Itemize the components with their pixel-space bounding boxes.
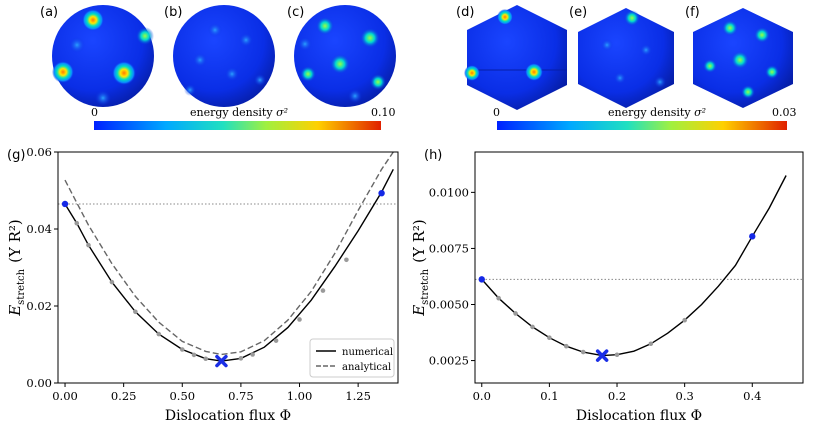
colorbar-right-title: energy density σ² [608,106,706,119]
x-axis-label: Dislocation flux Φ [576,408,702,424]
sample-point [191,352,197,358]
chart-g: 0.00 0.25 0.50 0.75 1.00 1.25 0.00 0.02 0.04 0.06… [6,145,399,424]
sample-point [547,335,552,340]
colorbar-right [497,121,787,130]
x-tick-label: 1.00 [287,389,313,403]
y-tick-label: 0.0050 [429,298,469,312]
sample-point [648,341,654,347]
x-tick-label: 0.2 [608,389,626,403]
colorbar-left-min: 0 [91,106,98,119]
panel-label-a: (a) [40,5,59,20]
x-axis-label: Dislocation flux Φ [165,408,291,424]
series-line-numerical [481,175,787,357]
colorbar-left [94,121,381,130]
x-tick-label: 0.00 [52,389,78,403]
y-tick-label: 0.02 [26,299,52,313]
panel-label-e: (e) [569,5,588,20]
y-tick-label: 0.0025 [429,354,469,368]
series-line-analytical [64,151,394,356]
plot-frame [474,151,804,384]
y-tick-label: 0.0100 [429,185,469,199]
y-tick-label: 0.04 [26,222,52,236]
chart-h: 0.0 0.1 0.2 0.3 0.4 0.0025 0.0050 0.0075 0.0100 D… [410,151,804,424]
panel-label-d: (d) [456,5,475,20]
x-tick-label: 0.3 [676,389,694,403]
plot-frame [57,151,399,384]
x-tick-label: 0.4 [743,389,761,403]
shell-images [52,5,793,130]
sample-point [513,311,518,316]
x-tick-label: 0.0 [473,389,491,403]
x-tick-label: 0.75 [228,389,254,403]
sample-point [563,343,569,349]
sample-point [273,338,279,343]
panel-label-f: (f) [685,5,700,20]
icosahedron-f [693,8,793,108]
sample-point [580,349,586,355]
sample-point [133,309,138,315]
panel-label-b: (b) [164,5,183,20]
y-tick-label: 0.00 [26,376,52,390]
sample-point [179,347,185,352]
sphere-b [173,5,275,107]
icosahedron-e [578,8,674,108]
sample-point [682,317,687,323]
x-tick-label: 0.1 [540,389,558,403]
sample-point [238,356,244,361]
sample-point [86,242,91,248]
sphere-c [294,5,396,107]
x-tick-label: 1.25 [345,389,371,403]
y-axis-label: Estretch(Y R²) [410,219,431,317]
endpoint-marker [478,276,485,283]
sample-point [109,279,115,285]
colorbar-left-max: 0.10 [371,106,396,119]
endpoint-marker [61,200,69,208]
sample-point [297,317,302,322]
legend-label-analytical: analytical [342,362,391,373]
legend-box [309,338,395,378]
sphere-a [52,5,154,107]
sample-point [156,331,162,337]
sample-point [496,295,501,301]
endpoint-marker [749,233,756,240]
panel-label-g: (g) [7,148,26,163]
y-axis-label: Estretch(Y R²) [6,219,27,317]
panel-label-c: (c) [287,5,305,20]
x-tick-label: 0.50 [169,389,195,403]
icosahedron-d [464,5,567,110]
y-tick-label: 0.0075 [429,241,469,255]
colorbar-right-max: 0.03 [772,106,797,119]
minimum-marker [215,354,228,368]
sample-point [344,257,349,263]
legend-label-numerical: numerical [342,347,393,358]
x-tick-label: 0.25 [111,389,137,403]
endpoint-marker [378,189,385,197]
sample-point [74,220,80,226]
sample-point [530,324,535,330]
sample-point [614,352,620,358]
y-tick-label: 0.06 [26,145,52,159]
minimum-marker [595,349,609,362]
panel-label-h: (h) [424,148,443,163]
sample-point [250,352,255,357]
colorbar-right-min: 0 [493,106,500,119]
series-line-numerical [64,168,394,362]
sample-point [320,288,326,293]
sample-point [203,356,209,362]
colorbar-left-title: energy density σ² [190,106,288,119]
